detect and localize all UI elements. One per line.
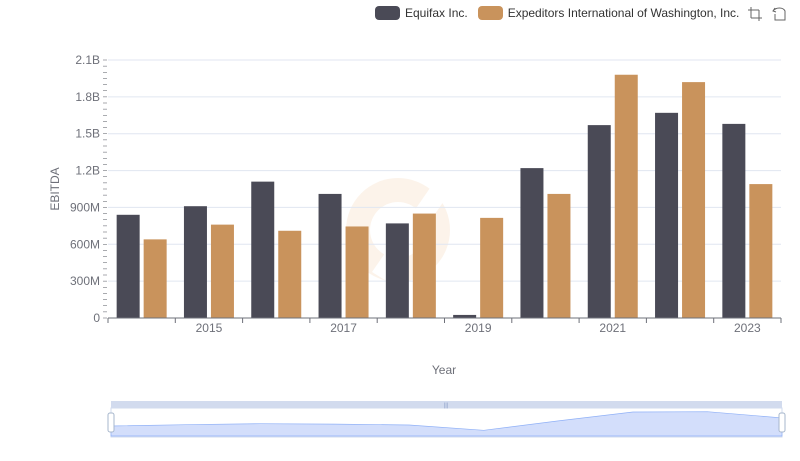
bar-equifax-2020[interactable] [520, 168, 544, 318]
x-axis-title: Year [432, 363, 456, 377]
bar-expeditors-2020[interactable] [547, 193, 571, 318]
x-tick-label: 2015 [196, 321, 223, 335]
x-tick-label: 2021 [599, 321, 626, 335]
y-tick-label: 1.5B [75, 127, 100, 141]
chart-toolbox [747, 6, 787, 22]
bar-expeditors-2023[interactable] [749, 184, 773, 318]
restore-icon[interactable] [771, 6, 787, 22]
y-tick-label: 0 [93, 311, 100, 325]
legend-item-equifax[interactable]: Equifax Inc. [375, 6, 468, 20]
legend-swatch-expeditors [477, 6, 503, 20]
bar-equifax-2014[interactable] [116, 214, 140, 318]
y-tick-label: 300M [70, 274, 100, 288]
x-tick-label: 2017 [330, 321, 357, 335]
bar-expeditors-2017[interactable] [345, 226, 369, 318]
bar-equifax-2016[interactable] [251, 181, 275, 318]
bar-expeditors-2022[interactable] [682, 82, 706, 318]
slider-grip-icon: ||| [444, 403, 449, 409]
y-tick-label: 2.1B [75, 53, 100, 67]
y-tick-label: 1.8B [75, 90, 100, 104]
legend-label-expeditors: Expeditors International of Washington, … [507, 6, 740, 20]
bar-expeditors-2018[interactable] [412, 213, 436, 318]
slider-handle-left[interactable] [107, 412, 115, 433]
bar-equifax-2021[interactable] [587, 125, 611, 318]
y-tick-label: 600M [70, 237, 100, 251]
bar-expeditors-2015[interactable] [210, 224, 234, 318]
bar-equifax-2018[interactable] [385, 223, 409, 318]
bar-expeditors-2021[interactable] [614, 74, 638, 318]
x-axis-labels: 2015 2017 2019 2021 2023 [196, 321, 761, 335]
x-tick-label: 2023 [734, 321, 761, 335]
x-axis [107, 317, 782, 323]
y-axis-labels: 0 300M 600M 900M 1.2B 1.5B 1.8B 2.1B [70, 53, 100, 325]
bar-expeditors-2014[interactable] [143, 239, 167, 318]
bar-equifax-2023[interactable] [722, 123, 746, 318]
x-tick-label: 2019 [465, 321, 492, 335]
y-axis-title: EBITDA [48, 167, 62, 210]
data-zoom-slider[interactable]: ||| [107, 401, 786, 438]
bar-equifax-2022[interactable] [655, 112, 679, 318]
bar-equifax-2015[interactable] [183, 206, 207, 318]
y-tick-label: 900M [70, 200, 100, 214]
bar-equifax-2017[interactable] [318, 193, 342, 318]
legend-item-expeditors[interactable]: Expeditors International of Washington, … [477, 6, 740, 20]
y-tick-label: 1.2B [75, 164, 100, 178]
slider-handle-right[interactable] [778, 412, 786, 433]
slider-top-bar[interactable] [111, 401, 782, 408]
bar-expeditors-2016[interactable] [278, 230, 302, 318]
bars [116, 74, 773, 318]
bar-equifax-2019[interactable] [453, 314, 477, 318]
bar-expeditors-2019[interactable] [480, 217, 504, 318]
chart-legend: Equifax Inc. Expeditors International of… [375, 4, 749, 22]
legend-label-equifax: Equifax Inc. [405, 6, 468, 20]
y-axis-minor-ticks [103, 59, 107, 319]
legend-swatch-equifax [375, 6, 400, 20]
zoom-icon[interactable] [747, 6, 763, 22]
